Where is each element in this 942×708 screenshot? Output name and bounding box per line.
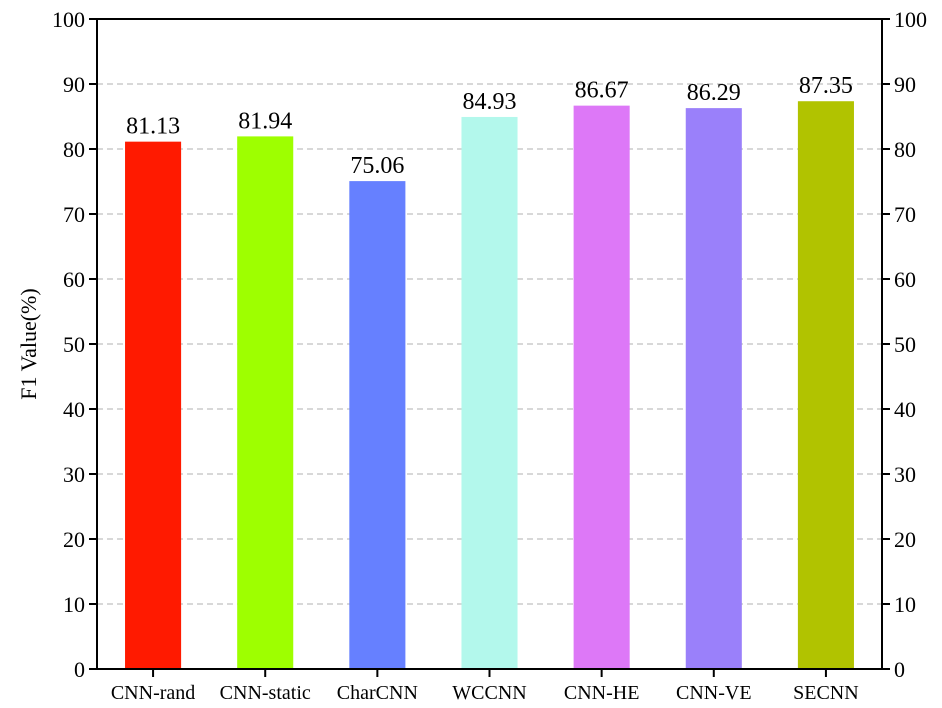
bar-wccnn <box>461 116 518 669</box>
y-axis-title: F1 Value(%) <box>16 288 41 399</box>
y-tick-label-left: 40 <box>63 397 85 422</box>
x-tick-label: CharCNN <box>337 682 418 704</box>
x-tick-label: WCCNN <box>452 682 526 704</box>
data-label: 84.93 <box>463 89 517 115</box>
data-labels: 81.13 81.94 75.06 84.93 86.67 86.29 87.35 <box>126 73 853 179</box>
x-tick-label: CNN-static <box>220 682 311 704</box>
data-label: 87.35 <box>799 73 853 99</box>
y-tick-label-right: 30 <box>894 462 916 487</box>
y-tick-label-left: 10 <box>63 592 85 617</box>
bars <box>125 101 854 670</box>
y-tick-label-right: 10 <box>894 592 916 617</box>
y-tick-label-right: 70 <box>894 202 916 227</box>
y-tick-label-right: 0 <box>894 657 905 682</box>
y-tick-label-right: 100 <box>894 7 927 32</box>
y-tick-label-right: 50 <box>894 332 916 357</box>
data-label: 81.13 <box>126 114 180 140</box>
x-tick-label: SECNN <box>793 682 859 704</box>
y-tick-label-right: 40 <box>894 397 916 422</box>
y-tick-label-left: 20 <box>63 527 85 552</box>
bar-cnn-rand <box>125 141 182 669</box>
ticks: 0 0 10 10 20 20 30 30 40 40 50 50 60 60 70 70 80 80 90 90 10… <box>52 7 927 704</box>
bar-charcnn <box>349 181 406 670</box>
y-tick-label-left: 50 <box>63 332 85 357</box>
data-label: 81.94 <box>238 108 292 134</box>
y-tick-label-left: 30 <box>63 462 85 487</box>
y-tick-label-left: 80 <box>63 137 85 162</box>
data-label: 86.67 <box>575 78 629 104</box>
y-tick-label-right: 60 <box>894 267 916 292</box>
bar-secnn <box>797 101 854 670</box>
x-tick-label: CNN-HE <box>564 682 640 704</box>
bar-cnn-ve <box>685 108 742 670</box>
bar-cnn-he <box>573 105 630 669</box>
y-tick-label-left: 0 <box>74 657 85 682</box>
data-label: 75.06 <box>350 153 404 179</box>
y-tick-label-right: 20 <box>894 527 916 552</box>
y-tick-label-left: 70 <box>63 202 85 227</box>
data-label: 86.29 <box>687 80 741 106</box>
x-tick-label: CNN-rand <box>111 682 195 704</box>
y-tick-label-left: 60 <box>63 267 85 292</box>
y-tick-label-right: 90 <box>894 72 916 97</box>
bar-cnn-static <box>237 136 294 669</box>
y-tick-label-right: 80 <box>894 137 916 162</box>
y-tick-label-left: 100 <box>52 7 85 32</box>
y-tick-label-left: 90 <box>63 72 85 97</box>
x-tick-label: CNN-VE <box>676 682 752 704</box>
